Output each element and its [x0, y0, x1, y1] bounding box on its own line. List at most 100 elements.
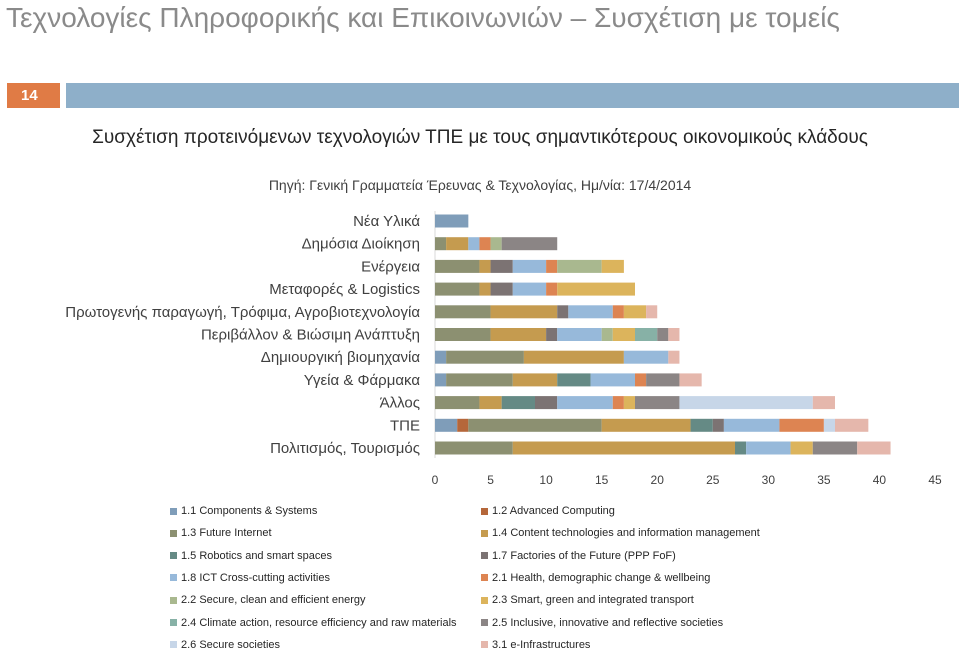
slide-header-band: [66, 83, 959, 108]
bar-segment-1-8: [723, 418, 780, 432]
bar-segment-1-3: [435, 259, 480, 273]
category-label: Πολιτισμός, Τουρισμός: [270, 440, 420, 457]
bar-segment-1-7: [535, 396, 558, 410]
bar-segment-1-3: [435, 237, 447, 251]
bar-segment-2-3: [557, 282, 635, 296]
bar-segment-2-3: [623, 305, 647, 319]
bar-segment-1-4: [523, 350, 624, 364]
category-label: Πρωτογενής παραγωγή, Τρόφιμα, Αγροβιοτεχ…: [65, 304, 420, 321]
bar-segment-2-6: [823, 418, 835, 432]
bar-segment-2-4: [635, 328, 658, 341]
x-tick-label: 10: [539, 473, 553, 487]
bar-segment-1-7: [546, 328, 558, 341]
bar-segment-1-7: [490, 259, 513, 273]
bar-segment-1-8: [557, 396, 613, 410]
bar-segment-1-5: [690, 418, 713, 432]
slide-number: 14: [7, 83, 60, 108]
bar-segment-2-1: [479, 237, 491, 251]
bar-segment-2-5: [635, 396, 680, 410]
category-label: Υγεία & Φάρμακα: [304, 372, 421, 389]
bar-segment-3-1: [668, 328, 680, 341]
x-tick-label: 20: [651, 473, 665, 487]
category-label: Περιβάλλον & Βιώσιμη Ανάπτυξη: [201, 327, 420, 344]
bar-segment-1-7: [490, 282, 513, 296]
category-label: Άλλος: [380, 395, 420, 412]
bar-segment-1-4: [479, 259, 491, 273]
bar-segment-1-8: [568, 305, 613, 319]
x-tick-label: 30: [762, 473, 776, 487]
bar-segment-1-4: [446, 237, 469, 251]
bar-segment-2-5: [812, 441, 858, 455]
bar-segment-1-8: [623, 350, 669, 364]
category-label: Μεταφορές & Logistics: [269, 281, 420, 298]
bar-segment-1-3: [435, 305, 491, 319]
bar-segment-2-3: [601, 259, 624, 273]
bar-segment-1-8: [746, 441, 791, 455]
x-tick-label: 25: [706, 473, 720, 487]
bar-segment-3-1: [857, 441, 891, 455]
bar-segment-2-5: [646, 373, 680, 387]
bar-segment-1-3: [446, 373, 513, 387]
bar-segment-2-1: [612, 305, 624, 319]
bar-segment-1-4: [512, 373, 558, 387]
bar-segment-1-8: [512, 259, 547, 273]
x-tick-label: 35: [817, 473, 831, 487]
bar-segment-1-8: [557, 328, 602, 341]
bar-segment-1-1: [435, 418, 458, 432]
bar-segment-1-4: [479, 396, 502, 410]
category-label: Δημόσια Διοίκηση: [302, 236, 420, 253]
bar-segment-1-5: [557, 373, 591, 387]
bar-segment-2-1: [546, 282, 558, 296]
chart-title: Συσχέτιση προτεινόμενων τεχνολογιών ΤΠΕ …: [92, 127, 868, 148]
bar-segment-1-3: [435, 396, 480, 410]
bar-segment-2-3: [623, 396, 635, 410]
bar-segment-2-1: [612, 396, 624, 410]
x-tick-label: 45: [928, 473, 942, 487]
bar-segment-2-2: [601, 328, 613, 341]
bar-segment-1-4: [490, 328, 547, 341]
bar-segment-1-5: [501, 396, 535, 410]
x-tick-label: 15: [595, 473, 609, 487]
bar-segment-2-2: [490, 237, 502, 251]
chart-source: Πηγή: Γενική Γραμματεία Έρευνας & Τεχνολ…: [268, 177, 692, 193]
bar-segment-1-4: [490, 305, 558, 319]
bar-segment-1-1: [435, 214, 469, 228]
bar-segment-1-3: [435, 441, 513, 455]
bar-segment-1-3: [468, 418, 602, 432]
x-tick-label: 40: [873, 473, 887, 487]
category-label: Δημιουργική βιομηχανία: [261, 349, 421, 366]
bar-segment-2-1: [635, 373, 647, 387]
x-tick-label: 5: [487, 473, 494, 487]
bar-segment-1-1: [435, 350, 447, 364]
bar-segment-3-1: [835, 418, 869, 432]
bar-segment-1-8: [468, 237, 480, 251]
bar-segment-1-4: [479, 282, 491, 296]
bar-segment-1-2: [457, 418, 469, 432]
bar-segment-2-6: [679, 396, 813, 410]
category-label: Νέα Υλικά: [353, 213, 420, 230]
bar-segment-3-1: [679, 373, 702, 387]
bar-segment-3-1: [646, 305, 658, 319]
bar-segment-2-3: [612, 328, 635, 341]
bar-segment-1-3: [446, 350, 524, 364]
bar-segment-3-1: [668, 350, 680, 364]
bar-segment-2-1: [779, 418, 824, 432]
bar-segment-1-3: [435, 282, 480, 296]
bar-segment-2-2: [557, 259, 602, 273]
x-tick-label: 0: [432, 473, 439, 487]
bar-segment-2-1: [546, 259, 558, 273]
category-label: ΤΠΕ: [390, 417, 420, 434]
bar-segment-3-1: [812, 396, 835, 410]
bar-segment-1-7: [712, 418, 724, 432]
bar-segment-1-1: [435, 373, 447, 387]
bar-segment-1-4: [512, 441, 735, 455]
bar-segment-2-3: [790, 441, 813, 455]
slide-title: Τεχνολογίες Πληροφορικής και Επικοινωνιώ…: [6, 2, 840, 33]
bar-segment-1-8: [512, 282, 547, 296]
category-label: Ενέργεια: [361, 258, 420, 275]
bar-segment-1-5: [735, 441, 747, 455]
bar-segment-1-8: [590, 373, 635, 387]
bar-segment-1-4: [601, 418, 691, 432]
bar-segment-1-7: [557, 305, 569, 319]
